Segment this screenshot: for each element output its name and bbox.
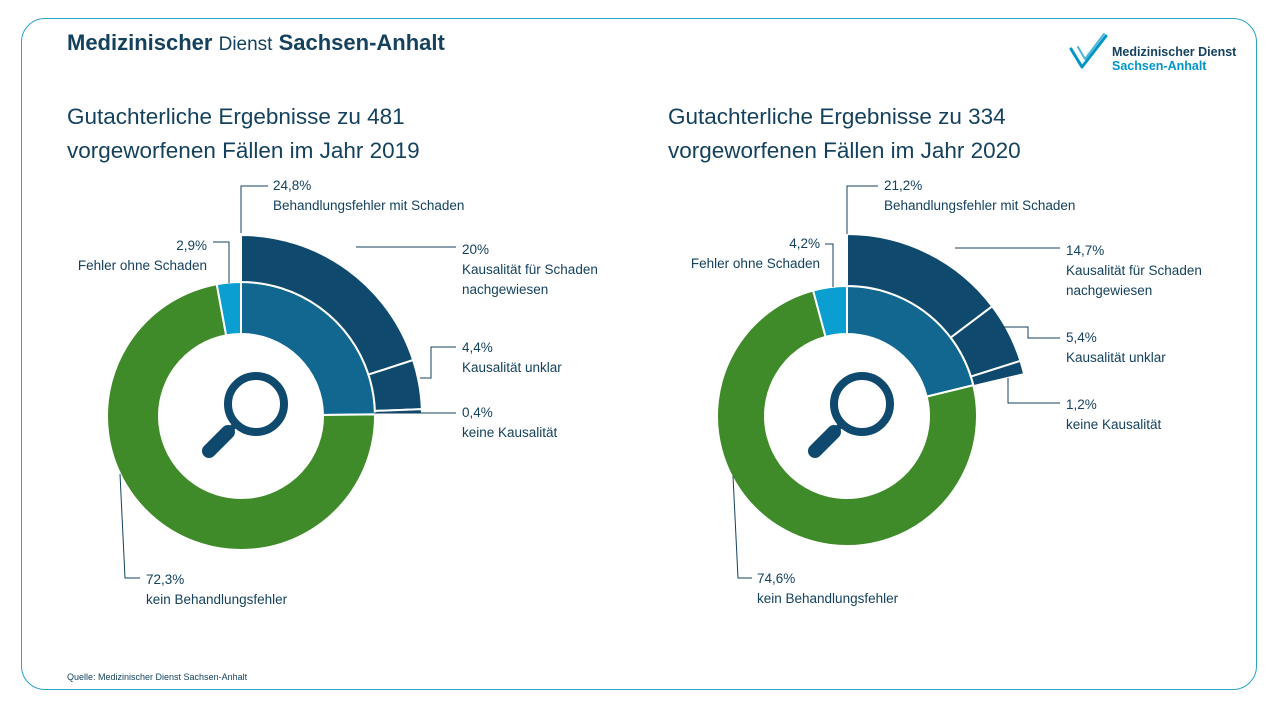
- page-frame: [21, 18, 1257, 690]
- leader-2020-keine-kausal: [1007, 378, 1060, 404]
- label-2019-kausal-unklar: 4,4% Kausalität unklar: [462, 340, 562, 375]
- label-2020-kausal-nachgewiesen: 14,7% Kausalität für Schaden nachgewiesen: [1066, 243, 1202, 298]
- label-2020-kausal-unklar: 5,4% Kausalität unklar: [1066, 330, 1166, 365]
- slice-2020-keine-kausal: [969, 359, 1026, 388]
- leader-2019-mit-schaden: [240, 185, 268, 233]
- logo: Medizinischer Dienst Sachsen-Anhalt: [1068, 33, 1238, 75]
- slice-2019-kein-fehler: [106, 283, 376, 551]
- leader-2019-kein-fehler: [119, 473, 140, 579]
- slice-2020-kein-fehler: [716, 289, 978, 547]
- chart-title-2020: Gutachterliche Ergebnisse zu 334 vorgewo…: [668, 104, 1021, 163]
- leader-2019-ohne-schaden: [213, 241, 230, 283]
- magnifier-icon: [202, 372, 288, 458]
- slice-2020-ohne-schaden: [811, 284, 848, 339]
- label-2020-ohne-schaden: 4,2% Fehler ohne Schaden: [690, 236, 820, 271]
- label-2020-kein-fehler: 74,6% kein Behandlungsfehler: [757, 571, 899, 606]
- logo-text-line1: Medizinischer Dienst: [1112, 45, 1237, 59]
- brand-title: Medizinischer Dienst Sachsen-Anhalt: [67, 30, 445, 55]
- label-2020-mit-schaden: 21,2% Behandlungsfehler mit Schaden: [884, 178, 1076, 213]
- label-2019-ohne-schaden: 2,9% Fehler ohne Schaden: [77, 238, 207, 273]
- leader-2020-mit-schaden: [846, 185, 878, 234]
- label-2019-keine-kausal: 0,4% keine Kausalität: [462, 405, 558, 440]
- slice-2019-keine-kausal: [373, 408, 423, 416]
- logo-text-line2: Sachsen-Anhalt: [1112, 59, 1207, 73]
- leader-2020-ohne-schaden: [825, 243, 834, 287]
- leader-2020-kein-fehler: [732, 475, 752, 579]
- checkmark-logo-icon: [1069, 33, 1108, 69]
- label-2019-kausal-nachgewiesen: 20% Kausalität für Schaden nachgewiesen: [462, 242, 598, 297]
- slice-2019-ohne-schaden: [215, 280, 242, 337]
- label-2019-kein-fehler: 72,3% kein Behandlungsfehler: [146, 572, 288, 607]
- leader-2019-kausal-unklar: [420, 346, 456, 379]
- leader-2020-kausal-unklar: [1000, 326, 1060, 339]
- label-2019-mit-schaden: 24,8% Behandlungsfehler mit Schaden: [273, 178, 465, 213]
- magnifier-icon: [808, 372, 894, 458]
- label-2020-keine-kausal: 1,2% keine Kausalität: [1066, 397, 1162, 432]
- source-note: Quelle: Medizinischer Dienst Sachsen-Anh…: [67, 672, 248, 682]
- chart-title-2019: Gutachterliche Ergebnisse zu 481 vorgewo…: [67, 104, 420, 163]
